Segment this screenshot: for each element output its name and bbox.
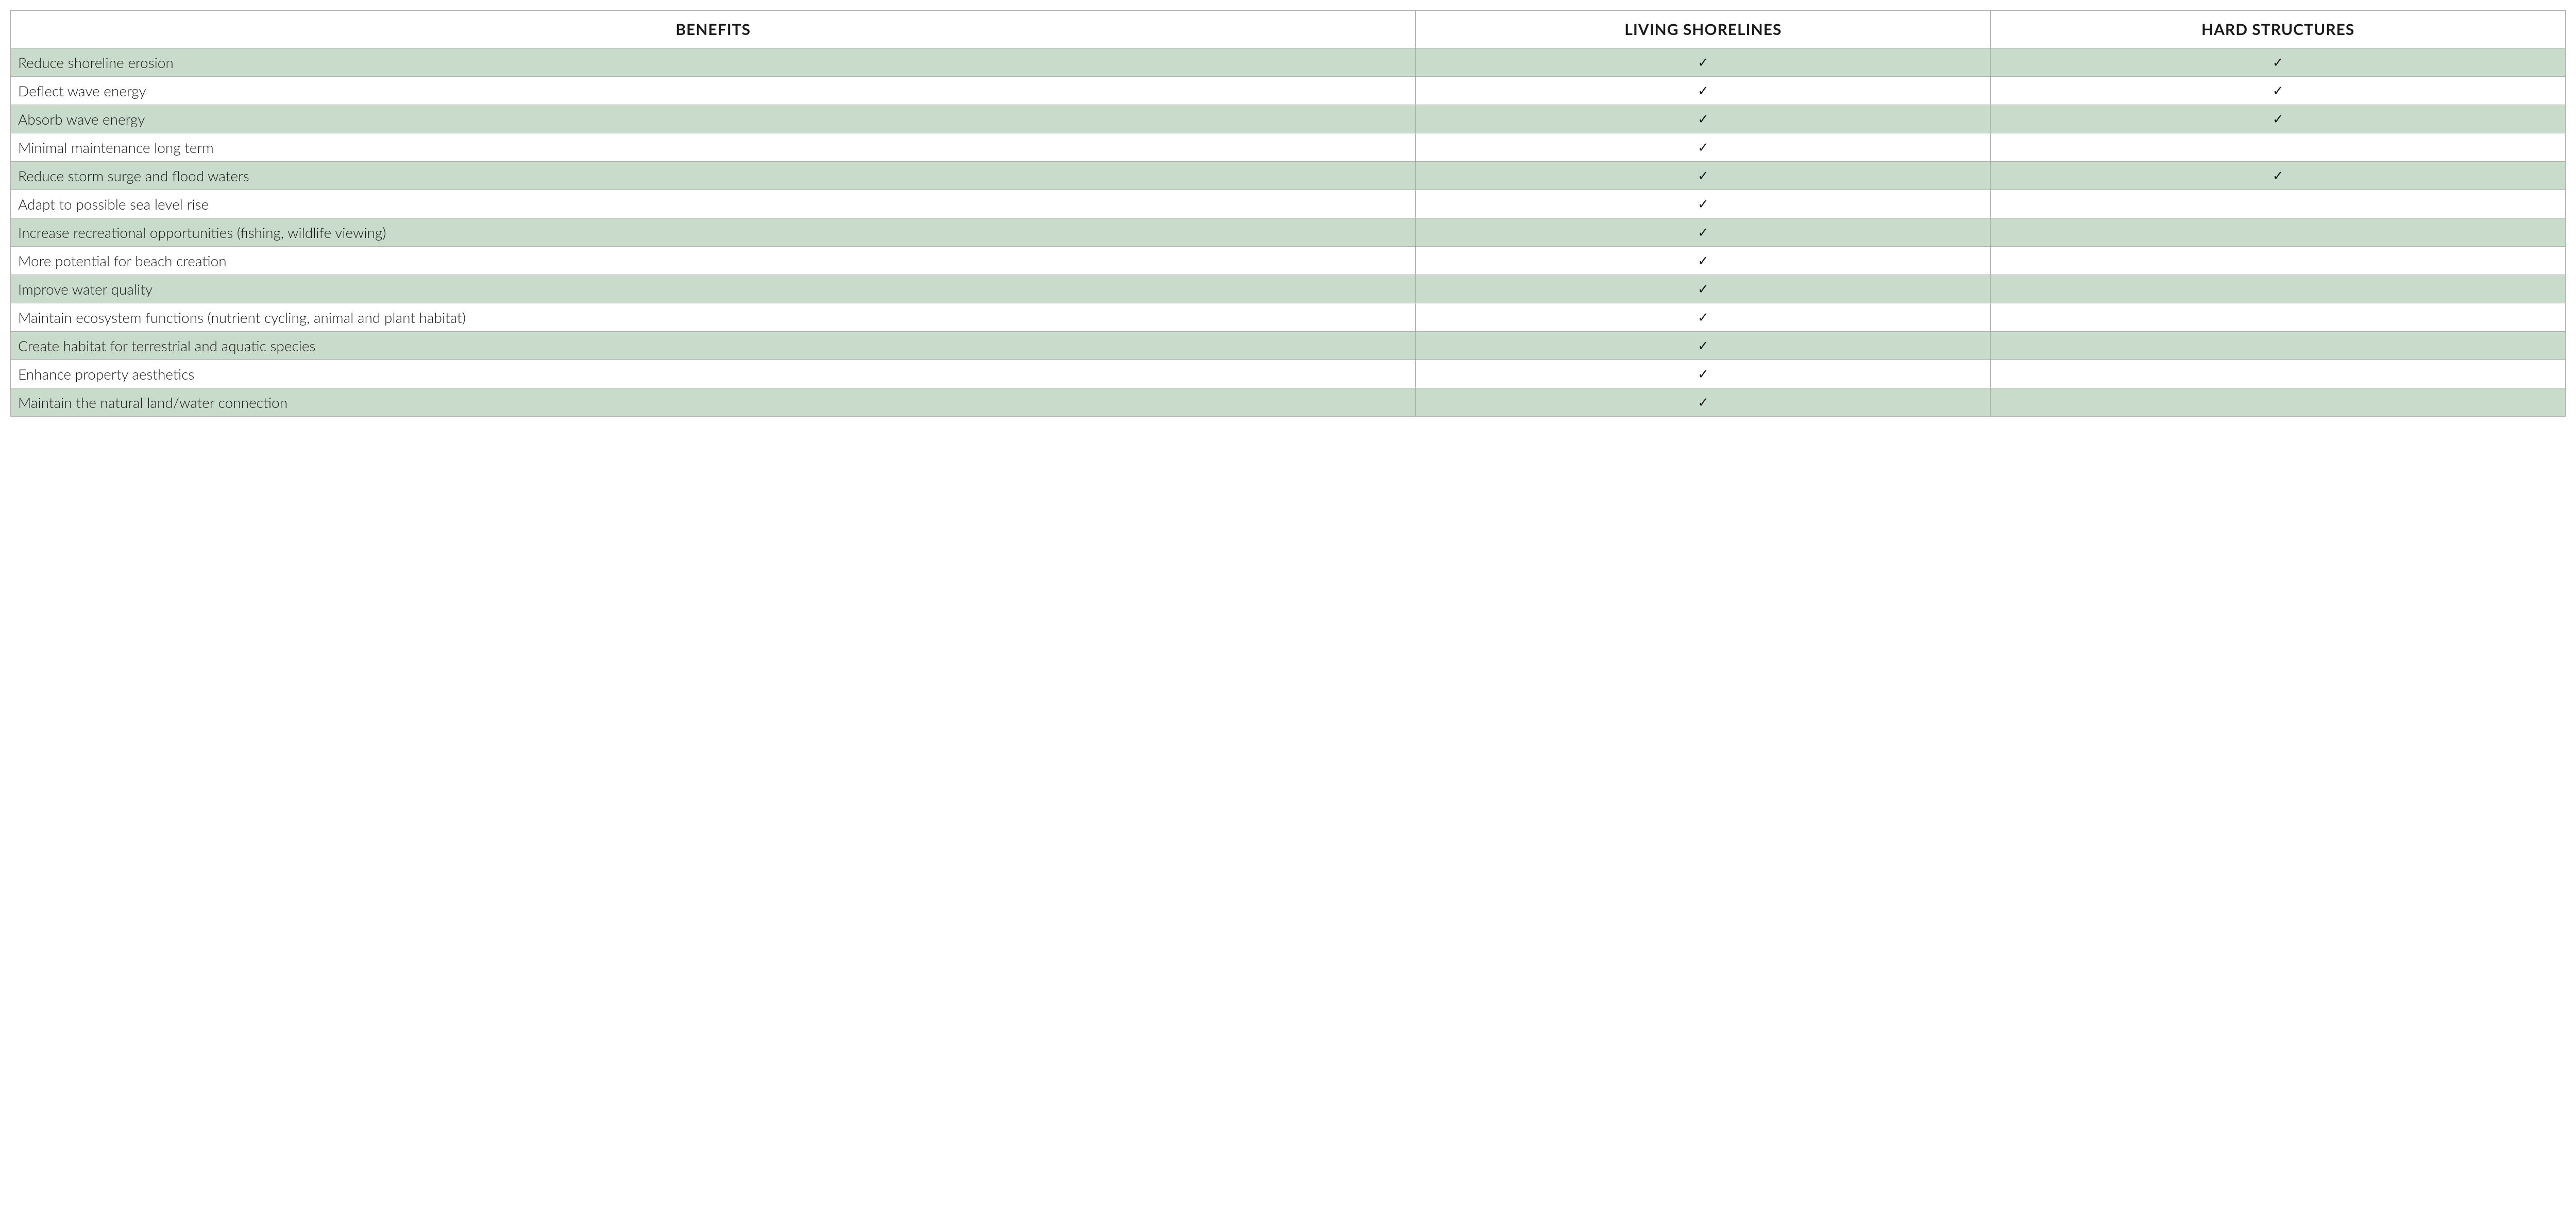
living-shorelines-check: ✓ bbox=[1416, 303, 1991, 332]
benefit-label: Absorb wave energy bbox=[11, 105, 1416, 133]
table-body: Reduce shoreline erosion✓✓Deflect wave e… bbox=[11, 48, 2566, 417]
living-shorelines-check: ✓ bbox=[1416, 218, 1991, 247]
table-row: Adapt to possible sea level rise✓ bbox=[11, 190, 2566, 218]
living-shorelines-check: ✓ bbox=[1416, 360, 1991, 388]
living-shorelines-check: ✓ bbox=[1416, 190, 1991, 218]
table-row: More potential for beach creation✓ bbox=[11, 247, 2566, 275]
column-header-hard-structures: HARD STRUCTURES bbox=[1991, 11, 2566, 48]
hard-structures-check bbox=[1991, 275, 2566, 303]
benefits-comparison-table: BENEFITS LIVING SHORELINES HARD STRUCTUR… bbox=[10, 10, 2566, 417]
benefit-label: More potential for beach creation bbox=[11, 247, 1416, 275]
table-row: Reduce storm surge and flood waters✓✓ bbox=[11, 162, 2566, 190]
table-row: Absorb wave energy✓✓ bbox=[11, 105, 2566, 133]
table-header-row: BENEFITS LIVING SHORELINES HARD STRUCTUR… bbox=[11, 11, 2566, 48]
benefit-label: Maintain ecosystem functions (nutrient c… bbox=[11, 303, 1416, 332]
table-row: Improve water quality✓ bbox=[11, 275, 2566, 303]
column-header-benefits: BENEFITS bbox=[11, 11, 1416, 48]
hard-structures-check bbox=[1991, 218, 2566, 247]
benefit-label: Enhance property aesthetics bbox=[11, 360, 1416, 388]
table-row: Maintain the natural land/water connecti… bbox=[11, 388, 2566, 417]
benefit-label: Adapt to possible sea level rise bbox=[11, 190, 1416, 218]
hard-structures-check bbox=[1991, 388, 2566, 417]
table-row: Minimal maintenance long term✓ bbox=[11, 133, 2566, 162]
living-shorelines-check: ✓ bbox=[1416, 105, 1991, 133]
living-shorelines-check: ✓ bbox=[1416, 275, 1991, 303]
living-shorelines-check: ✓ bbox=[1416, 332, 1991, 360]
benefit-label: Minimal maintenance long term bbox=[11, 133, 1416, 162]
hard-structures-check bbox=[1991, 332, 2566, 360]
living-shorelines-check: ✓ bbox=[1416, 247, 1991, 275]
benefit-label: Maintain the natural land/water connecti… bbox=[11, 388, 1416, 417]
hard-structures-check: ✓ bbox=[1991, 48, 2566, 77]
hard-structures-check bbox=[1991, 190, 2566, 218]
table-row: Create habitat for terrestrial and aquat… bbox=[11, 332, 2566, 360]
benefit-label: Create habitat for terrestrial and aquat… bbox=[11, 332, 1416, 360]
benefit-label: Reduce storm surge and flood waters bbox=[11, 162, 1416, 190]
benefit-label: Improve water quality bbox=[11, 275, 1416, 303]
hard-structures-check: ✓ bbox=[1991, 105, 2566, 133]
benefit-label: Deflect wave energy bbox=[11, 77, 1416, 105]
hard-structures-check: ✓ bbox=[1991, 77, 2566, 105]
benefit-label: Increase recreational opportunities (fis… bbox=[11, 218, 1416, 247]
table-row: Reduce shoreline erosion✓✓ bbox=[11, 48, 2566, 77]
table-row: Increase recreational opportunities (fis… bbox=[11, 218, 2566, 247]
column-header-living-shorelines: LIVING SHORELINES bbox=[1416, 11, 1991, 48]
living-shorelines-check: ✓ bbox=[1416, 77, 1991, 105]
table-row: Enhance property aesthetics✓ bbox=[11, 360, 2566, 388]
living-shorelines-check: ✓ bbox=[1416, 162, 1991, 190]
living-shorelines-check: ✓ bbox=[1416, 388, 1991, 417]
hard-structures-check bbox=[1991, 303, 2566, 332]
hard-structures-check bbox=[1991, 247, 2566, 275]
benefit-label: Reduce shoreline erosion bbox=[11, 48, 1416, 77]
hard-structures-check bbox=[1991, 360, 2566, 388]
table-row: Deflect wave energy✓✓ bbox=[11, 77, 2566, 105]
table-row: Maintain ecosystem functions (nutrient c… bbox=[11, 303, 2566, 332]
living-shorelines-check: ✓ bbox=[1416, 48, 1991, 77]
hard-structures-check bbox=[1991, 133, 2566, 162]
hard-structures-check: ✓ bbox=[1991, 162, 2566, 190]
living-shorelines-check: ✓ bbox=[1416, 133, 1991, 162]
